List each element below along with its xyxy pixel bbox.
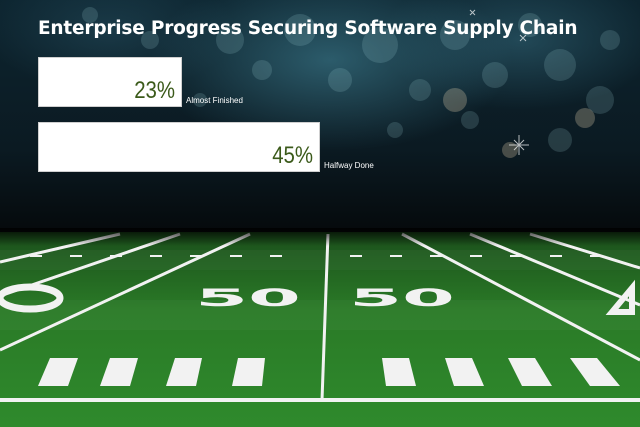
bar-category-label: Almost Finished [186,96,243,105]
bar-value-label: 45% [272,142,313,169]
bar-value-label: 23% [134,77,175,104]
chart-title: Enterprise Progress Securing Software Su… [38,18,578,39]
bar: 45% [38,122,320,172]
yard-number-left: 50 [195,284,301,312]
bar: 23% [38,57,182,107]
yard-number-right: 50 [349,284,455,312]
bokeh-background [82,7,620,158]
bar-category-label: Halfway Done [324,161,374,170]
